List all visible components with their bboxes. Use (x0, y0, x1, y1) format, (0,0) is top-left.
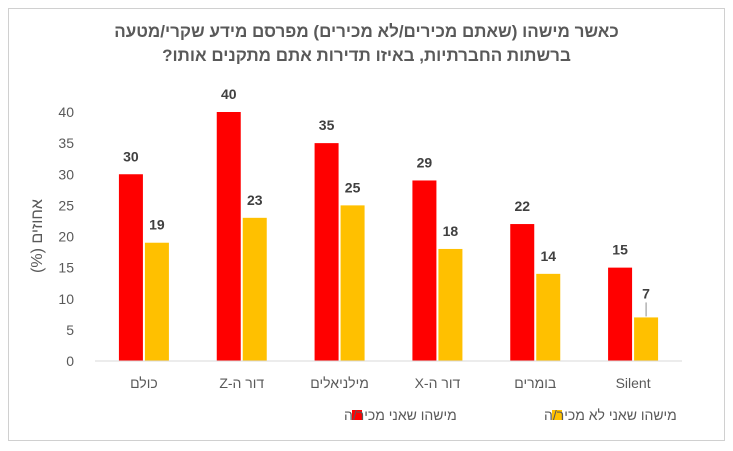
data-label: 19 (149, 217, 165, 233)
x-tick-label: דור ה-Z (219, 375, 264, 391)
x-tick-label: Silent (616, 375, 651, 391)
y-tick-label: 5 (66, 322, 74, 338)
x-axis: כולם דור ה-Z מילניאלים דור ה-X בומרים Silent (130, 375, 651, 391)
bar (118, 174, 143, 361)
y-tick-label: 40 (58, 104, 74, 120)
data-label: 35 (319, 117, 335, 133)
bar (242, 217, 267, 361)
bar (510, 224, 535, 361)
y-tick-label: 30 (58, 166, 74, 182)
y-axis: 0 5 10 15 20 25 30 35 40 (58, 104, 74, 369)
data-label: 23 (247, 192, 263, 208)
legend-label: מישהו שאני לא מכיר/ה (544, 407, 677, 423)
legend: מישהו שאני מכיר/ה מישהו שאני לא מכיר/ה (344, 407, 677, 423)
data-label: 18 (443, 223, 459, 239)
x-tick-label: כולם (130, 375, 158, 391)
data-label: 30 (123, 148, 139, 164)
legend-swatch (352, 410, 362, 420)
data-label: 22 (514, 198, 530, 214)
x-tick-label: בומרים (514, 375, 556, 391)
data-label: 7 (642, 285, 650, 301)
bar (340, 205, 365, 361)
chart-subtitle: ברשתות החברתיות, באיזו תדירות אתם מתקנים… (162, 46, 571, 65)
bar (608, 267, 633, 361)
bar (216, 112, 241, 361)
bar (438, 248, 463, 361)
bar (634, 317, 659, 361)
data-label: 29 (417, 154, 433, 170)
bar (412, 180, 437, 361)
data-label: 14 (540, 248, 556, 264)
y-tick-label: 20 (58, 229, 74, 245)
legend-label: מישהו שאני מכיר/ה (344, 407, 457, 423)
legend-swatch (552, 410, 562, 420)
chart-title: כאשר מישהו (שאתם מכירים/לא מכירים) מפרסם… (114, 22, 619, 41)
y-tick-label: 10 (58, 291, 74, 307)
bar (536, 273, 561, 361)
data-label: 25 (345, 179, 361, 195)
y-tick-label: 15 (58, 260, 74, 276)
y-tick-label: 35 (58, 135, 74, 151)
x-tick-label: דור ה-X (415, 375, 461, 391)
data-label: 15 (612, 242, 628, 258)
y-axis-label: אחוזים (%) (29, 199, 46, 273)
bars-layer: 30 19 40 23 35 25 29 18 22 14 15 7 (118, 86, 659, 361)
data-label: 40 (221, 86, 237, 102)
y-tick-label: 0 (66, 353, 74, 369)
x-tick-label: מילניאלים (310, 375, 369, 391)
bar (144, 242, 169, 361)
bar (314, 143, 339, 361)
y-tick-label: 25 (58, 197, 74, 213)
